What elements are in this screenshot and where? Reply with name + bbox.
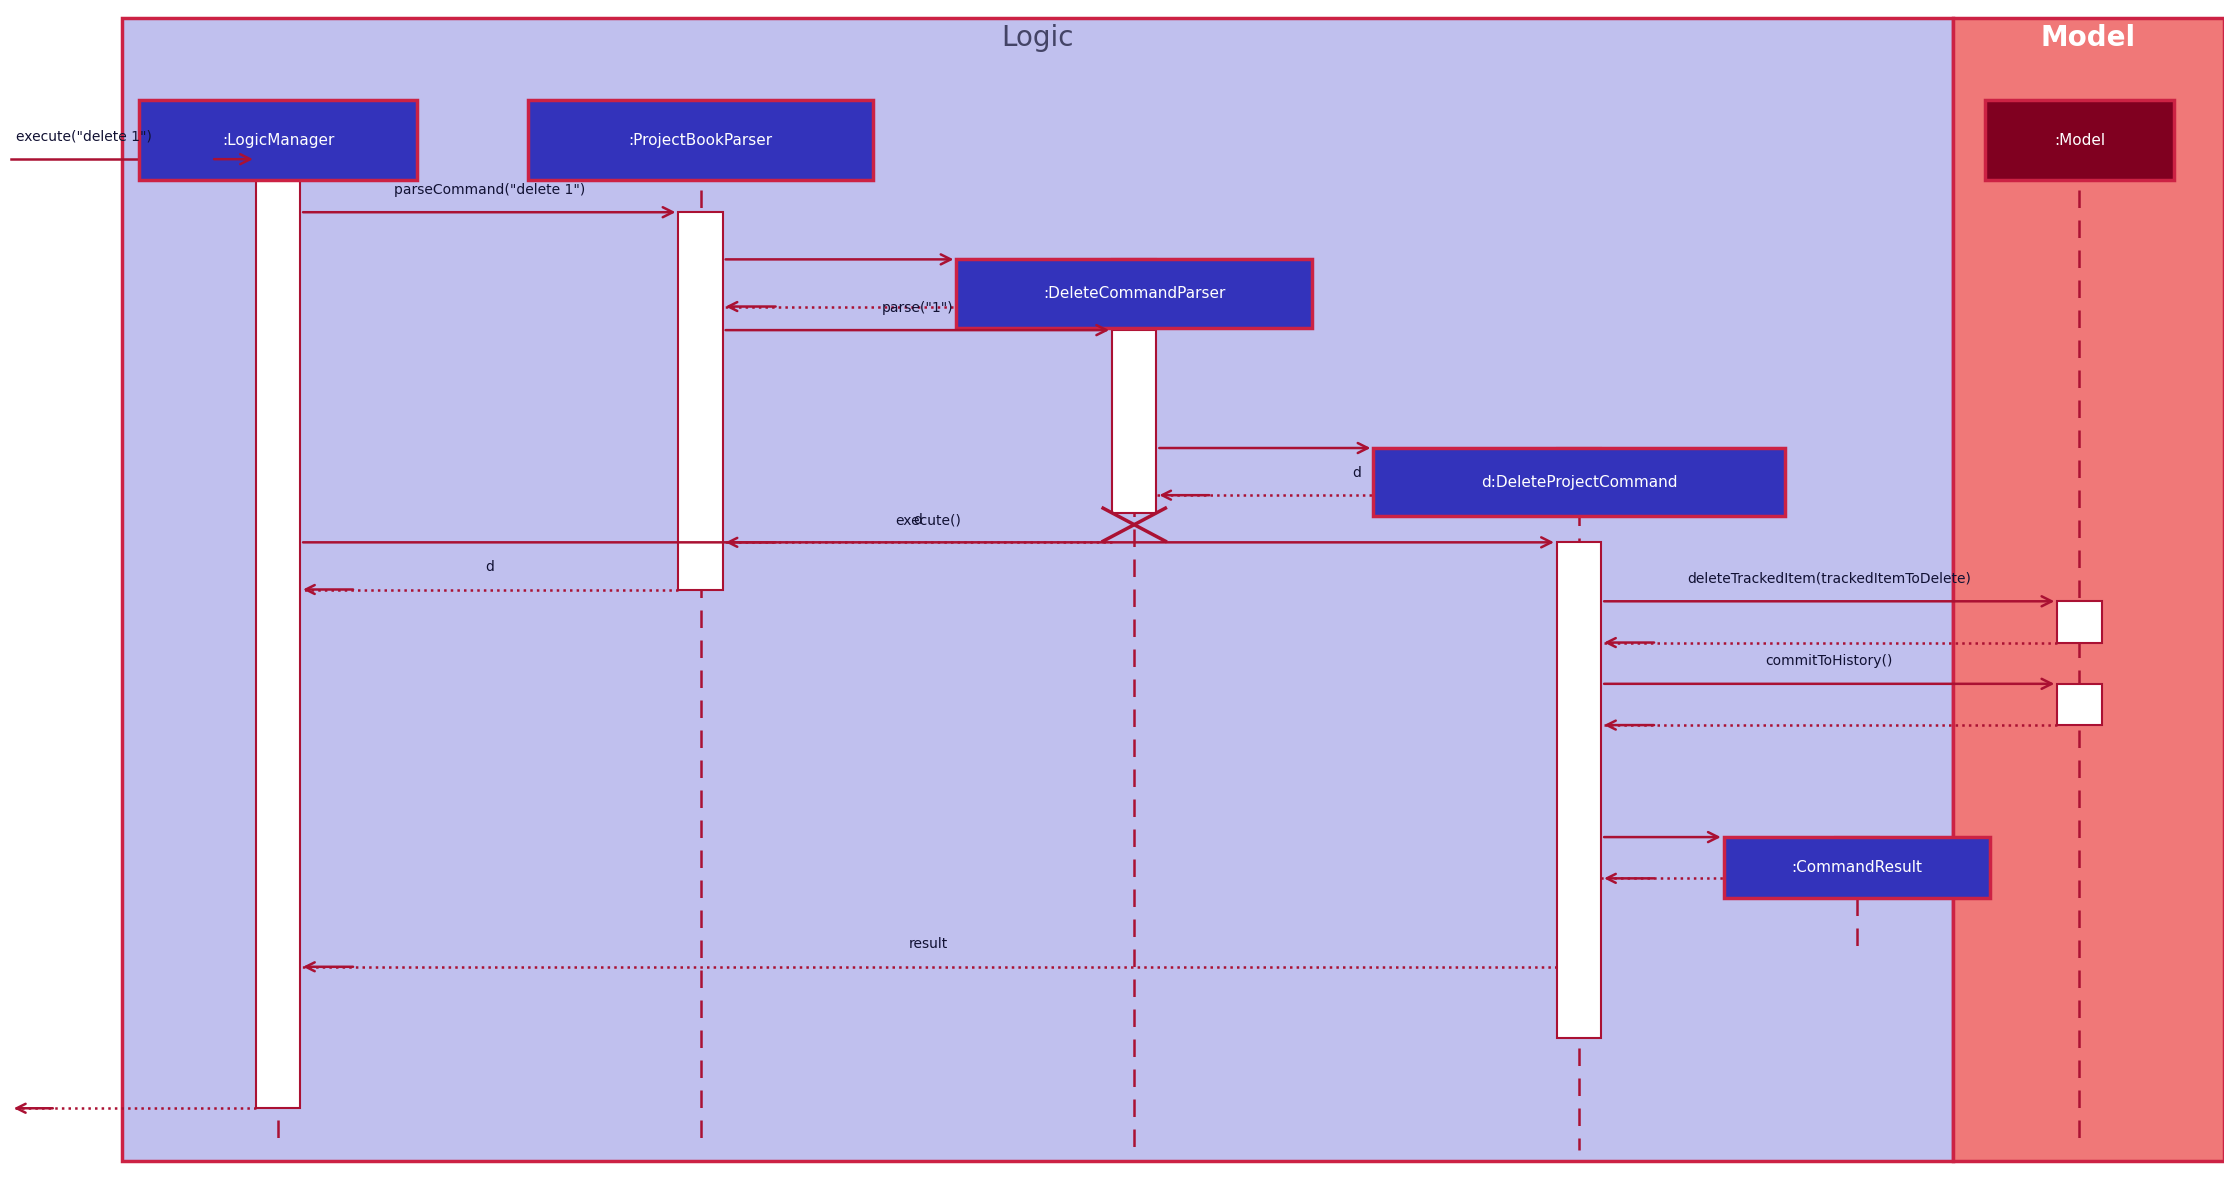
Text: :LogicManager: :LogicManager [222,133,334,147]
Text: d: d [914,513,921,527]
Text: Model: Model [2042,24,2135,52]
Text: d: d [485,560,494,574]
Bar [1953,18,2224,1161]
Bar [2057,601,2102,643]
Bar [138,100,418,180]
Bar [678,212,723,590]
Text: d:DeleteProjectCommand: d:DeleteProjectCommand [1481,475,1677,489]
Bar [1112,259,1156,312]
Bar [256,159,300,1108]
Bar [1724,837,1990,898]
Text: Logic: Logic [1001,24,1074,52]
Text: result: result [910,937,947,951]
Bar [1374,448,1784,516]
Text: :Model: :Model [2055,133,2104,147]
Text: execute("delete 1"): execute("delete 1") [16,130,151,144]
Text: :ProjectBookParser: :ProjectBookParser [629,133,772,147]
Text: :CommandResult: :CommandResult [1793,861,1922,875]
Text: parse("1"): parse("1") [881,301,954,315]
Bar [1835,837,1879,878]
Text: :DeleteCommandParser: :DeleteCommandParser [1043,286,1225,301]
Text: commitToHistory(): commitToHistory() [1766,654,1893,668]
Bar [529,100,872,180]
Bar [956,259,1312,328]
Text: deleteTrackedItem(trackedItemToDelete): deleteTrackedItem(trackedItemToDelete) [1688,572,1970,586]
Bar [1557,448,1601,505]
Bar [2057,684,2102,725]
Text: parseCommand("delete 1"): parseCommand("delete 1") [394,183,585,197]
Bar [1557,542,1601,1038]
Bar [1112,330,1156,513]
Bar [1986,100,2175,180]
Text: execute(): execute() [896,513,961,527]
Bar [122,18,1953,1161]
Text: d: d [1352,466,1361,480]
